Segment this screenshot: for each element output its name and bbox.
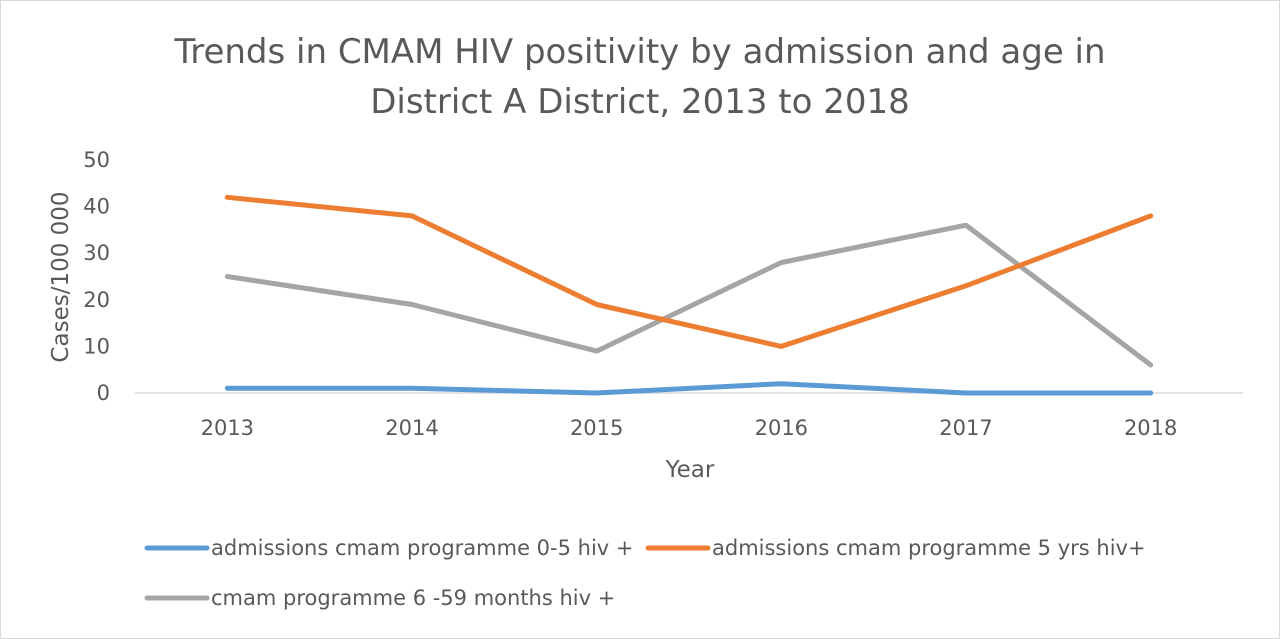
x-axis-title: Year: [665, 457, 715, 483]
y-tick-label: 50: [83, 148, 110, 172]
y-axis-title: Cases/100 000: [48, 191, 74, 362]
y-tick-label: 30: [83, 241, 110, 265]
chart-title-line-2: District A District, 2013 to 2018: [370, 82, 910, 122]
x-tick-label: 2013: [201, 416, 254, 440]
y-tick-label: 10: [83, 334, 110, 358]
series-line-1: [224, 381, 1154, 396]
chart-title-line-1: Trends in CMAM HIV positivity by admissi…: [173, 32, 1105, 72]
x-tick-label: 2018: [1124, 416, 1177, 440]
legend-label-1: admissions cmam programme 0-5 hiv +: [211, 536, 634, 560]
x-tick-label: 2014: [385, 416, 438, 440]
y-tick-label: 20: [83, 288, 110, 312]
x-tick-label: 2015: [570, 416, 623, 440]
y-tick-label: 0: [97, 381, 110, 405]
legend-label-3: cmam programme 6 -59 months hiv +: [211, 586, 615, 610]
legend-label-2: admissions cmam programme 5 yrs hiv+: [712, 536, 1146, 560]
series-line-3: [224, 222, 1154, 368]
series-line-2: [224, 194, 1154, 349]
x-tick-label: 2016: [755, 416, 808, 440]
y-tick-label: 40: [83, 195, 110, 219]
x-tick-label: 2017: [939, 416, 992, 440]
